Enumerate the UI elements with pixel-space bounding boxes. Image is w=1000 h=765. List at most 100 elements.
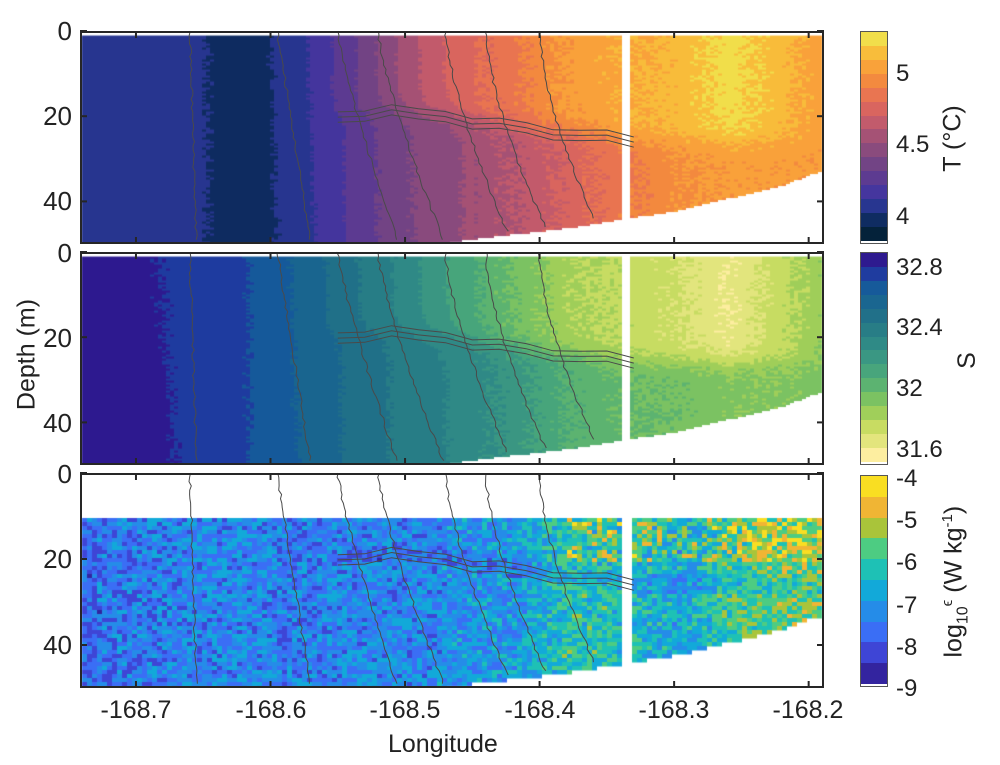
xtick-label: -168.5 [369, 696, 441, 724]
colorbar-band [861, 253, 887, 267]
contour-line [276, 30, 311, 240]
contour-line [537, 251, 595, 440]
contour-line [377, 30, 443, 240]
xtick-label: -168.4 [504, 696, 576, 724]
colorbar-band [861, 642, 887, 664]
contour-line [537, 472, 594, 663]
dissipation-heatmap [80, 473, 824, 688]
colorbar-band [861, 226, 887, 241]
ytick-0: 0 [57, 238, 72, 268]
salinity-contours [80, 251, 824, 465]
colorbar-band [861, 59, 887, 74]
contour-line [188, 472, 198, 684]
colorbar-band [861, 517, 887, 539]
colorbar-band [861, 476, 887, 497]
colorbar-band [861, 322, 887, 337]
colorbar-tick: 32.8 [896, 254, 943, 281]
colorbar-band [861, 143, 887, 158]
colorbar-tick: 4 [896, 203, 910, 230]
colorbar-band [861, 420, 887, 434]
colorbar-tick: 31.6 [896, 436, 943, 463]
contour-line [484, 30, 546, 228]
colorbar-band [861, 212, 887, 227]
colorbar-band [861, 32, 887, 46]
salinity-heatmap [80, 252, 824, 465]
contour-line [188, 30, 198, 240]
colorbar-band [861, 392, 887, 407]
colorbar-band [861, 185, 887, 200]
dissipation-panel [80, 472, 824, 688]
xtick-label: -168.7 [100, 696, 172, 724]
colorbar-band [861, 496, 887, 518]
temperature-panel [80, 30, 824, 244]
contour-line [377, 472, 444, 684]
dissipation-colorbar [860, 475, 888, 687]
y-axis-label: Depth (m) [12, 298, 41, 411]
colorbar-band [861, 266, 887, 281]
temperature-contours [80, 30, 824, 244]
front-contour [337, 325, 634, 359]
epsilon-symbol: ϵ [939, 599, 957, 607]
temperature-colorbar-label: T (°C) [938, 105, 967, 172]
colorbar-band [861, 87, 887, 102]
contour-line [188, 251, 198, 461]
xtick-label: -168.2 [772, 696, 844, 724]
xtick-label: -168.3 [638, 696, 710, 724]
colorbar-band [861, 280, 887, 295]
colorbar-band [861, 406, 887, 421]
contour-line [444, 30, 509, 232]
colorbar-band [861, 115, 887, 130]
colorbar-tick: -5 [896, 507, 918, 534]
colorbar-band [861, 378, 887, 393]
colorbar-tick: 4.5 [896, 131, 930, 158]
colorbar-band [861, 129, 887, 144]
log-prefix: log [939, 624, 968, 658]
ytick-40: 40 [43, 186, 72, 216]
salinity-panel [80, 251, 824, 465]
colorbar-band [861, 73, 887, 88]
ytick-40: 40 [43, 630, 72, 660]
units-close: ) [939, 505, 968, 515]
contour-line [538, 30, 594, 219]
x-axis-label: Longitude [388, 730, 498, 758]
temperature-heatmap [80, 31, 824, 244]
colorbar-band [861, 199, 887, 213]
front-contour [337, 335, 634, 369]
colorbar-tick: -9 [896, 675, 918, 702]
colorbar-band [861, 579, 887, 601]
ytick-20: 20 [43, 101, 72, 131]
salinity-colorbar [860, 252, 888, 465]
front-contour [337, 551, 634, 586]
front-contour [337, 330, 634, 364]
colorbar-tick: -8 [896, 634, 918, 661]
contour-line [336, 472, 398, 684]
colorbar-band [861, 621, 887, 643]
front-contour [337, 114, 634, 148]
contour-line [276, 251, 312, 461]
colorbar-tick: -6 [896, 549, 918, 576]
units: (W kg [939, 527, 968, 600]
ytick-20: 20 [43, 544, 72, 574]
contour-line [485, 251, 547, 449]
front-contour [337, 104, 634, 138]
front-contour [337, 109, 634, 143]
contour-line [444, 251, 507, 453]
colorbar-tick: -4 [896, 465, 918, 492]
colorbar-band [861, 600, 887, 622]
colorbar-tick: 32.4 [896, 314, 943, 341]
colorbar-band [861, 364, 887, 379]
colorbar-tick: 32 [896, 375, 923, 402]
contour-line [277, 472, 310, 684]
colorbar-band [861, 157, 887, 172]
colorbar-band [861, 171, 887, 186]
colorbar-band [861, 350, 887, 365]
colorbar-band [861, 336, 887, 351]
colorbar-band [861, 45, 887, 60]
colorbar-band [861, 447, 887, 462]
front-contour [337, 546, 634, 581]
contour-line [445, 472, 509, 676]
units-exponent: -1 [939, 514, 957, 528]
dissipation-colorbar-label: log10ϵ (W kg-1) [939, 506, 972, 658]
ytick-0: 0 [57, 459, 72, 489]
ytick-20: 20 [43, 323, 72, 353]
